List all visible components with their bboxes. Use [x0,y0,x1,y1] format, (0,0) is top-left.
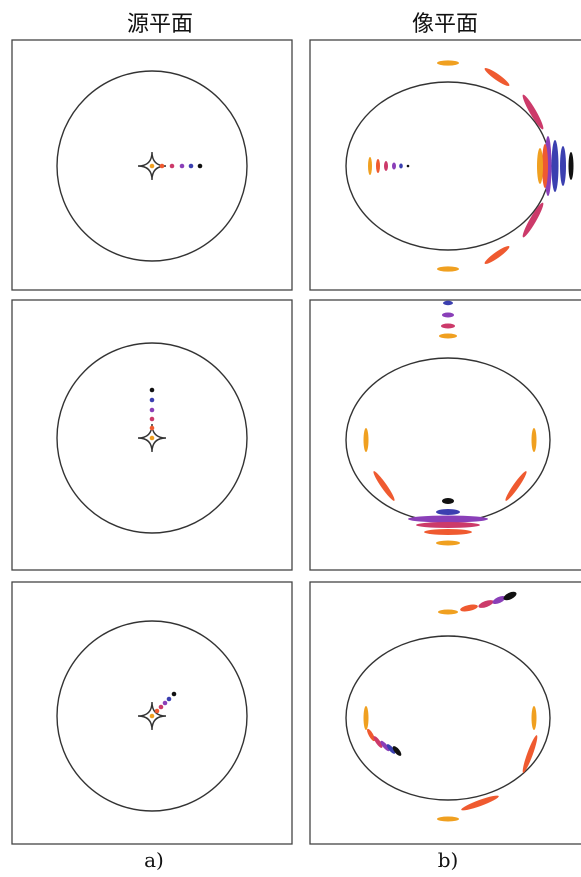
image-arc [437,816,459,822]
image-arc [424,529,472,535]
image-arc [438,609,458,615]
source-point [149,397,155,403]
image-arc [436,509,460,515]
image-arc [522,202,544,238]
image-arc [537,148,543,184]
image-arc [460,604,478,612]
panel-label-b: b) [437,848,459,872]
image-arc [437,266,459,272]
image-arc [505,471,527,501]
image-arc [392,162,396,170]
source-frame-row2 [11,299,293,571]
source-point [149,713,155,719]
image-arc [416,522,480,528]
image-arc [392,746,402,756]
image-arc [437,60,459,66]
image-arc [522,94,544,130]
image-arc [484,246,510,264]
image-arc [384,161,388,171]
tangential-caustic-circle-row1 [56,70,248,262]
source-point [149,435,155,441]
image-arc [442,498,454,504]
image-arc [542,144,548,188]
source-point [149,163,155,169]
image-arc [408,515,488,523]
image-arc [386,744,396,754]
image-arc [478,600,494,608]
source-point [166,696,172,702]
image-arc [568,152,574,180]
source-point [158,704,164,710]
image-arc [522,735,538,773]
panel-label-a: a) [144,848,164,872]
image-arc [376,159,380,173]
image-arc [373,471,395,501]
tangential-caustic-circle-row3 [56,620,248,812]
image-arc [551,140,559,192]
source-point [169,163,175,169]
source-point [197,163,203,169]
image-arc [531,706,537,730]
source-panel-row3 [11,581,293,845]
source-panel-row1 [11,39,293,291]
image-arc [367,728,375,742]
image-arc [503,591,517,601]
image-arc [484,68,510,86]
image-panel-row2 [309,299,581,571]
image-arc [443,300,453,306]
image-plane-title: 像平面 [411,12,478,37]
source-point [149,425,155,431]
astroid-caustic-row3 [137,701,167,731]
image-arc [436,540,460,546]
source-plane-title: 源平面 [126,12,193,37]
image-panel-row1 [309,39,581,291]
image-arc [442,312,454,318]
source-point [149,407,155,413]
source-point [149,387,155,393]
source-point [159,163,165,169]
image-arc [531,428,537,452]
image-arc [363,428,369,452]
source-frame-row3 [11,581,293,845]
image-panel-row3 [309,581,581,845]
image-frame-row3 [309,581,581,845]
astroid-caustic-row1 [137,151,167,181]
source-point [171,691,177,697]
source-panel-row2 [11,299,293,571]
image-arc [441,323,455,329]
source-point [179,163,185,169]
critical-curve-row3 [345,635,551,801]
image-arc [406,164,410,168]
image-arc [368,157,372,175]
source-point [188,163,194,169]
source-point [154,708,160,714]
tangential-caustic-circle-row2 [56,342,248,534]
image-arc [461,795,499,811]
image-arc [560,146,566,186]
source-point [162,700,168,706]
astroid-caustic-row2 [137,423,167,453]
image-arc [492,595,506,605]
image-arc [373,736,383,748]
image-arc [439,333,457,339]
image-arc [363,706,369,730]
image-arc [399,163,403,169]
source-point [149,416,155,422]
image-arc [380,740,390,752]
